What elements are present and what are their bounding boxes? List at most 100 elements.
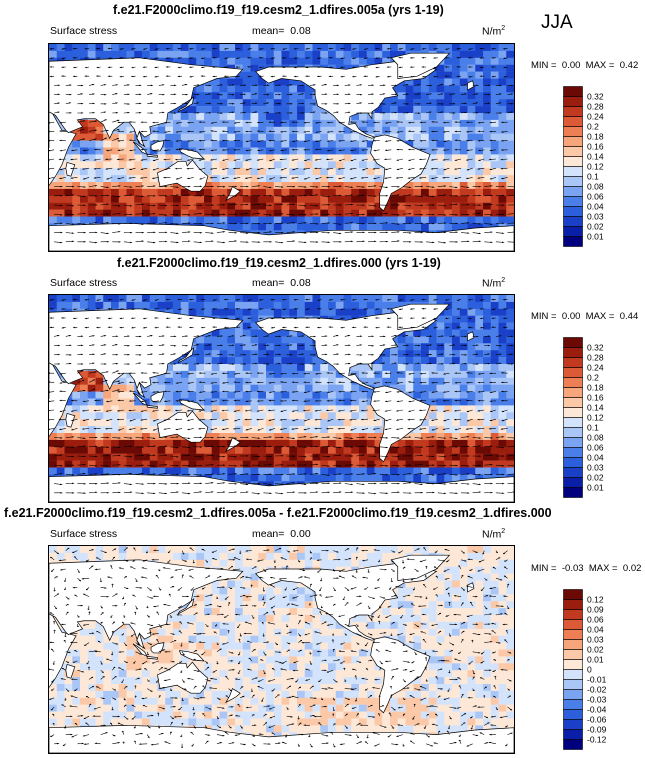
map-1-cell — [281, 195, 290, 203]
map-2-cell — [118, 439, 127, 448]
map-2-cell — [250, 419, 259, 427]
map-1-vector-head — [223, 242, 225, 243]
map-1-vector-head — [49, 178, 50, 179]
map-2-cell — [173, 405, 182, 413]
map-1-cell — [428, 188, 437, 197]
map-2-cell — [126, 384, 135, 392]
map-2-cell — [335, 370, 344, 379]
map-1-vector-head — [153, 195, 155, 196]
map-1-cell — [211, 78, 220, 86]
map-1-cell — [64, 182, 73, 190]
map-1-vector-head — [364, 66, 366, 67]
map-2-cell — [405, 364, 414, 372]
map-2-cell — [436, 315, 445, 323]
map-1-cell — [165, 50, 174, 59]
map-2-cell — [467, 370, 476, 379]
map-1-cell — [328, 195, 337, 203]
map-1-vector-head — [118, 241, 120, 242]
map-1-vector-head — [478, 178, 480, 179]
map-1-vector-head — [293, 222, 295, 223]
map-1-vector-head — [409, 140, 411, 141]
map-1-vector-head — [327, 196, 329, 197]
map-2-cell — [490, 384, 499, 392]
map-1-cell — [405, 44, 414, 52]
map-1-cell — [490, 154, 499, 162]
map-1-cell — [157, 209, 166, 217]
map-1-vector-head — [304, 149, 306, 150]
map-2-cell — [312, 419, 321, 427]
map-1-vector-head — [197, 85, 199, 86]
map-1-vector-head — [200, 242, 202, 243]
map-2-cell — [180, 308, 189, 316]
map-1-cell — [87, 44, 96, 52]
map-1-vector-head — [223, 231, 225, 232]
map-2-cell — [289, 391, 298, 399]
colorbar-1-tick-label: 0.14 — [587, 152, 604, 162]
map-1-cell — [87, 168, 96, 176]
map-1-vector-head — [104, 103, 106, 104]
map-1-vector-head — [234, 204, 236, 205]
map-1-vector-head — [359, 103, 361, 104]
map-1-vector-head — [84, 241, 86, 242]
map-1-vector — [112, 129, 119, 131]
map-1-cell — [266, 119, 275, 128]
map-2-cell — [266, 391, 275, 399]
map-1-vector-head — [60, 169, 62, 170]
map-1-vector-head — [200, 213, 202, 214]
map-1-cell — [227, 216, 236, 224]
map-2-cell — [219, 384, 228, 392]
map-1-cell — [180, 188, 189, 197]
map-1-vector — [438, 195, 446, 196]
map-2-cell — [304, 350, 313, 358]
map-2-cell — [165, 412, 174, 420]
map-2-cell — [242, 370, 251, 379]
colorbar-1-swatch — [563, 106, 583, 117]
map-1-vector-head — [490, 150, 492, 151]
map-2-cell — [273, 370, 282, 379]
map-2-cell — [351, 412, 360, 420]
map-2-cell — [459, 377, 468, 385]
map-1-vector-head — [293, 241, 295, 242]
map-1-cell — [413, 188, 422, 197]
map-2-cell — [72, 295, 81, 303]
map-1-cell — [390, 50, 399, 59]
map-1-cell — [304, 188, 313, 197]
map-2-cell — [467, 350, 476, 358]
map-2-cell — [343, 391, 352, 399]
map-1-cell — [95, 147, 104, 155]
map-2-cell — [467, 336, 476, 344]
map-1-vector-head — [164, 177, 166, 178]
map-1-vector-head — [479, 150, 481, 151]
map-2-cell — [80, 446, 89, 454]
map-1-vector — [147, 205, 155, 206]
map-1-vector-head — [371, 94, 373, 95]
map-1-vector-head — [351, 195, 353, 196]
map-1-cell — [498, 99, 507, 107]
map-1-cell — [397, 223, 406, 231]
map-1-cell — [142, 202, 151, 210]
map-1-vector — [403, 195, 411, 196]
map-1-vector-head — [220, 113, 222, 114]
map-2-cell — [475, 384, 484, 392]
map-1-cell — [95, 202, 104, 210]
map-1-cell — [118, 140, 127, 148]
map-1-vector-head — [267, 94, 269, 95]
map-1-cell — [297, 161, 306, 169]
map-1-vector-head — [511, 85, 513, 86]
map-1-vector-head — [223, 214, 225, 215]
map-1-cell — [343, 161, 352, 169]
map-1-vector-head — [85, 57, 87, 58]
map-1-vector-head — [107, 222, 109, 223]
map-1-vector-head — [432, 196, 434, 197]
map-1-cell — [452, 223, 461, 231]
map-2-cell — [273, 364, 282, 372]
map-1-cell — [180, 154, 189, 162]
map-2-cell — [459, 384, 468, 392]
map-1-cell — [459, 223, 468, 231]
map-2-cell — [390, 295, 399, 303]
map-1-cell — [289, 168, 298, 176]
map-1-cell — [142, 133, 151, 141]
map-2-cell — [397, 336, 406, 344]
map-1-cell — [421, 209, 430, 217]
map-1-cell — [366, 44, 375, 52]
